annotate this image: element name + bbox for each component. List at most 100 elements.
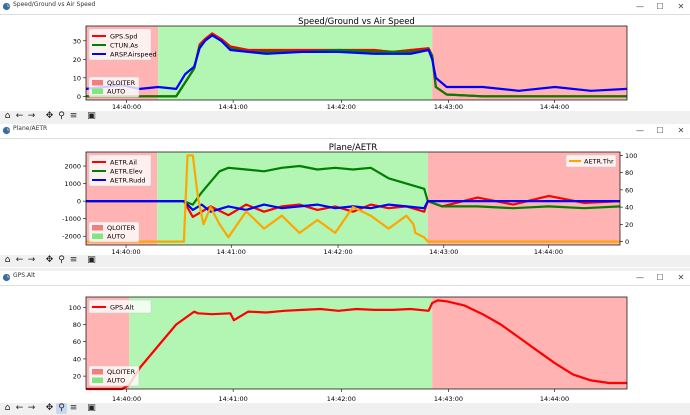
matplotlib-icon <box>2 126 11 135</box>
series-line-arsp-airspeed <box>85 34 628 92</box>
y-tick-label: 20 <box>73 373 81 381</box>
x-tick-label: 14:40:00 <box>111 248 140 255</box>
axes-frame <box>85 151 621 246</box>
matplotlib-icon <box>2 2 11 11</box>
mode-region <box>158 26 433 100</box>
y-tick-label: 60 <box>73 338 81 346</box>
x-tick-label: 14:41:00 <box>217 248 246 255</box>
back-icon[interactable]: ← <box>15 403 24 413</box>
y2-tick-label: 80 <box>625 169 633 177</box>
window-title: Plane/AETR <box>13 125 48 132</box>
matplotlib-icon <box>2 273 11 282</box>
y-tick-label: -1000 <box>62 215 81 223</box>
pan-icon[interactable]: ✥ <box>45 403 54 413</box>
series-line-aetr-elev <box>86 164 621 210</box>
aetr-window: Plane/AETR — ☐ ✕ Plane/AETR -2000 -1000 0 10… <box>0 124 690 268</box>
home-icon[interactable]: ⌂ <box>4 255 11 265</box>
legend-box <box>88 299 152 314</box>
y2-tick-label: 20 <box>625 221 633 229</box>
chart-title: Plane/AETR <box>329 143 378 153</box>
minimize-button[interactable]: — <box>636 273 644 282</box>
minimize-button[interactable]: — <box>636 2 644 11</box>
configure-icon[interactable]: ≡ <box>69 255 78 265</box>
maximize-button[interactable]: ☐ <box>656 126 664 135</box>
home-icon[interactable]: ⌂ <box>4 111 11 121</box>
y2-tick-label: 0 <box>625 238 629 246</box>
title-bar: GPS.Alt — ☐ ✕ <box>0 271 690 286</box>
region-legend-label: QLOITER <box>107 224 136 232</box>
title-bar: Speed/Ground vs Air Speed — ☐ ✕ <box>0 0 690 15</box>
home-icon[interactable]: ⌂ <box>4 403 11 413</box>
x-tick-label: 14:40:00 <box>112 103 141 111</box>
region-legend-label: AUTO <box>107 233 125 241</box>
region-legend-label: AUTO <box>107 88 125 96</box>
x-tick-label: 14:42:00 <box>327 103 356 111</box>
pan-icon[interactable]: ✥ <box>45 111 54 121</box>
x-tick-label: 14:42:00 <box>327 395 356 403</box>
altitude-chart: 20 40 60 80 100 14:40:00 14:41:00 14:42:00 14:43… <box>69 296 628 403</box>
back-icon[interactable]: ← <box>15 111 24 121</box>
region-legend-label: QLOITER <box>107 79 136 87</box>
legend2-box <box>565 154 617 168</box>
legend-label: GPS.Alt <box>110 303 134 311</box>
y-tick-label: 40 <box>73 355 81 363</box>
plot-toolbar: ⌂ ← → ✥ ⚲ ≡ ▣ <box>0 111 690 123</box>
region-legend-label: AUTO <box>107 377 125 385</box>
zoom-icon[interactable]: ⚲ <box>58 255 65 265</box>
maximize-button[interactable]: ☐ <box>656 273 664 282</box>
pan-icon[interactable]: ✥ <box>45 255 54 265</box>
aetr-chart: Plane/AETR -2000 -1000 0 1000 2000 0 20 40 60 80 10… <box>62 143 637 255</box>
mode-region <box>129 297 433 389</box>
legend-label: ARSP.Airspeed <box>110 50 157 58</box>
y-tick-label: -2000 <box>62 233 81 241</box>
zoom-icon[interactable]: ⚲ <box>56 403 67 414</box>
close-button[interactable]: ✕ <box>677 2 685 11</box>
forward-icon[interactable]: → <box>27 111 36 121</box>
x-tick-label: 14:44:00 <box>540 103 569 111</box>
y-tick-label: 10 <box>73 74 81 82</box>
window-title: Speed/Ground vs Air Speed <box>13 1 96 8</box>
forward-icon[interactable]: → <box>27 403 36 413</box>
legend2-label: AETR.Thr <box>584 157 614 165</box>
save-icon[interactable]: ▣ <box>87 111 96 121</box>
y2-tick-label: 40 <box>625 204 633 212</box>
zoom-icon[interactable]: ⚲ <box>58 111 65 121</box>
forward-icon[interactable]: → <box>27 255 36 265</box>
x-tick-label: 14:43:00 <box>429 248 458 255</box>
configure-icon[interactable]: ≡ <box>69 111 78 121</box>
x-tick-label: 14:43:00 <box>434 395 463 403</box>
configure-icon[interactable]: ≡ <box>69 403 78 413</box>
x-tick-label: 14:40:00 <box>112 395 141 403</box>
back-icon[interactable]: ← <box>15 255 24 265</box>
series-legend: GPS.Alt <box>88 299 152 314</box>
legend-label: AETR.Rudd <box>110 176 145 184</box>
series-line-aetr-rudd <box>86 199 620 213</box>
y2-tick-label: 60 <box>625 186 633 194</box>
y-tick-label: 100 <box>69 304 81 312</box>
legend-label: GPS.Spd <box>110 32 138 40</box>
y-tick-label: 80 <box>73 321 81 329</box>
save-icon[interactable]: ▣ <box>87 255 96 265</box>
minimize-button[interactable]: — <box>636 126 644 135</box>
x-tick-label: 14:44:00 <box>534 248 563 255</box>
plot-toolbar: ⌂ ← → ✥ ⚲ ≡ ▣ <box>0 403 690 415</box>
axes-frame <box>85 296 628 390</box>
y-tick-label: 0 <box>77 93 81 101</box>
legend-label: AETR.Ail <box>110 158 137 166</box>
x-tick-label: 14:42:00 <box>323 248 352 255</box>
close-button[interactable]: ✕ <box>677 126 685 135</box>
y-tick-label: 0 <box>77 198 81 206</box>
series-line-gps-alt <box>86 299 627 391</box>
y-tick-label: 20 <box>73 56 81 64</box>
speed-chart: Speed/Ground vs Air Speed 0 10 20 30 14:40:00… <box>73 17 628 111</box>
x-tick-label: 14:43:00 <box>434 103 463 111</box>
save-icon[interactable]: ▣ <box>87 403 96 413</box>
maximize-button[interactable]: ☐ <box>656 2 664 11</box>
y-tick-label: 2000 <box>64 163 81 171</box>
close-button[interactable]: ✕ <box>677 273 685 282</box>
y2-tick-label: 100 <box>625 152 637 160</box>
y-tick-label: 30 <box>73 37 81 45</box>
region-legend-swatch <box>92 233 103 239</box>
region-legend-swatch <box>92 225 103 231</box>
